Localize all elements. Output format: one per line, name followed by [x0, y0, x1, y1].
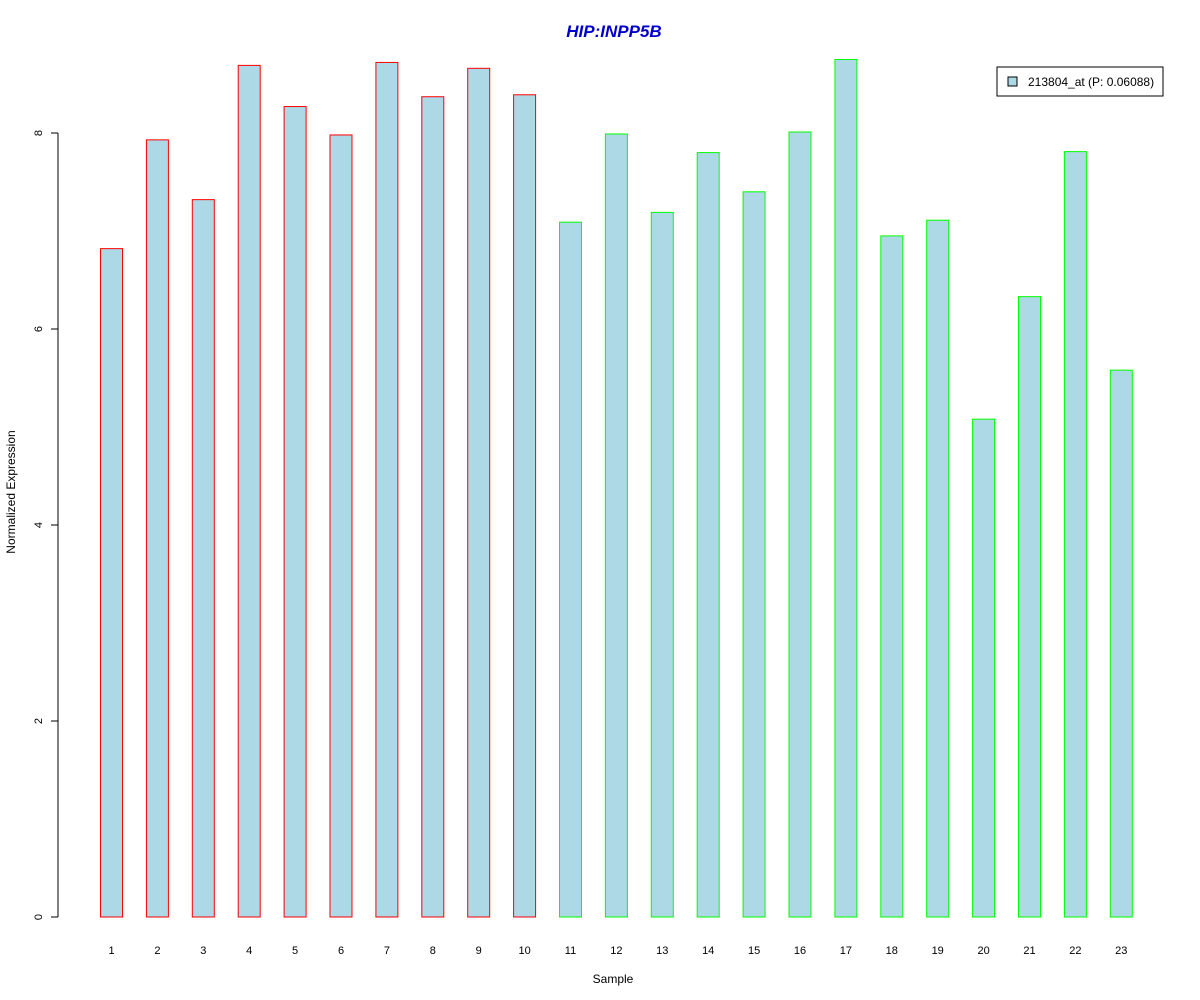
x-tick-label: 20: [977, 945, 989, 957]
y-tick-label: 4: [33, 522, 45, 528]
x-tick-label: 4: [246, 945, 252, 957]
bar: [329, 134, 353, 918]
x-tick-label: 21: [1023, 945, 1035, 957]
x-tick-label: 17: [840, 945, 852, 957]
bar: [880, 235, 904, 918]
bars-group: [100, 59, 1133, 918]
bar: [1063, 151, 1087, 918]
bar: [650, 211, 674, 918]
bar: [191, 199, 215, 918]
bar: [788, 131, 812, 918]
y-tick-label: 8: [33, 130, 45, 136]
x-tick-label: 5: [292, 945, 298, 957]
x-tick-label: 9: [476, 945, 482, 957]
x-tick-label: 23: [1115, 945, 1127, 957]
x-tick-label: 2: [154, 945, 160, 957]
bar: [834, 59, 858, 918]
x-tick-label: 11: [565, 945, 576, 957]
bar: [100, 248, 123, 918]
x-tick-label: 16: [794, 945, 806, 957]
x-axis-label: Sample: [593, 972, 634, 986]
bar: [513, 94, 537, 918]
x-axis-tick-labels: 1 2 3 4 5 6 7 8 9 10 11 12 13 14 15 16 17 18 19 20 21 22 23: [108, 945, 1127, 957]
bar: [926, 219, 950, 918]
y-axis-label: Normalized Expression: [4, 430, 18, 553]
bar: [283, 106, 307, 918]
legend-label: 213804_at (P: 0.06088): [1028, 75, 1154, 89]
x-tick-label: 7: [384, 945, 390, 957]
bar: [421, 96, 445, 918]
bar: [696, 152, 720, 918]
legend: 213804_at (P: 0.06088): [996, 66, 1164, 97]
bar: [604, 133, 628, 918]
chart-title: HIP:INPP5B: [566, 22, 661, 41]
x-tick-label: 19: [932, 945, 944, 957]
bar: [237, 64, 261, 918]
y-axis-ticks: 0 2 4 6 8: [33, 130, 58, 920]
y-tick-label: 2: [33, 718, 45, 724]
x-tick-label: 15: [748, 945, 760, 957]
legend-swatch: [1007, 76, 1018, 87]
x-tick-label: 8: [430, 945, 436, 957]
bar: [375, 61, 399, 918]
x-tick-label: 10: [518, 945, 530, 957]
x-tick-label: 6: [338, 945, 344, 957]
x-tick-label: 13: [656, 945, 668, 957]
bar: [972, 418, 996, 918]
x-tick-label: 14: [702, 945, 714, 957]
x-tick-label: 22: [1069, 945, 1081, 957]
bar: [742, 191, 766, 918]
y-tick-label: 6: [33, 326, 45, 332]
x-tick-label: 12: [610, 945, 622, 957]
bar: [1018, 296, 1041, 918]
bar: [145, 139, 169, 918]
bar: [467, 67, 491, 918]
y-tick-label: 0: [33, 914, 45, 920]
legend-box: [996, 66, 1164, 97]
x-tick-label: 3: [200, 945, 206, 957]
x-tick-label: 1: [108, 945, 114, 957]
bar: [559, 221, 582, 918]
bar: [1109, 369, 1133, 918]
x-tick-label: 18: [886, 945, 898, 957]
